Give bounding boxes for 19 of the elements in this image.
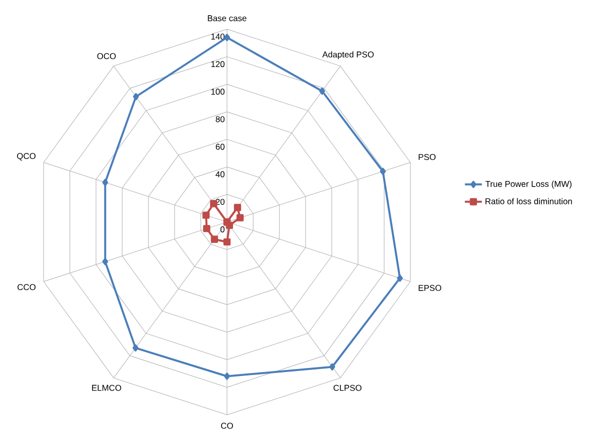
- y-tick-label: 60: [216, 144, 225, 150]
- legend-label: True Power Loss (MW): [485, 180, 572, 189]
- y-tick-label: 40: [216, 171, 225, 178]
- spoke-label: Base case: [208, 15, 246, 22]
- spoke-label: CCO: [18, 284, 36, 290]
- spoke-label: CO: [221, 422, 233, 429]
- y-tick-label: 120: [211, 61, 225, 68]
- spoke-label: QCO: [17, 153, 36, 161]
- spoke-label: OCO: [97, 53, 116, 60]
- spoke-label: CLPSO: [334, 384, 362, 391]
- y-tick-label: 140: [211, 34, 225, 40]
- y-tick-label: 80: [216, 116, 225, 122]
- y-tick-label: 100: [211, 88, 225, 95]
- spoke-label: PSO: [418, 154, 436, 160]
- y-tick-label: 0: [220, 226, 225, 232]
- spoke-label: Adapted PSO: [322, 51, 374, 60]
- spoke-label: EPSO: [418, 284, 442, 291]
- legend-label: Ratio of loss diminution: [486, 198, 572, 204]
- spoke-label: ELMCO: [92, 384, 122, 391]
